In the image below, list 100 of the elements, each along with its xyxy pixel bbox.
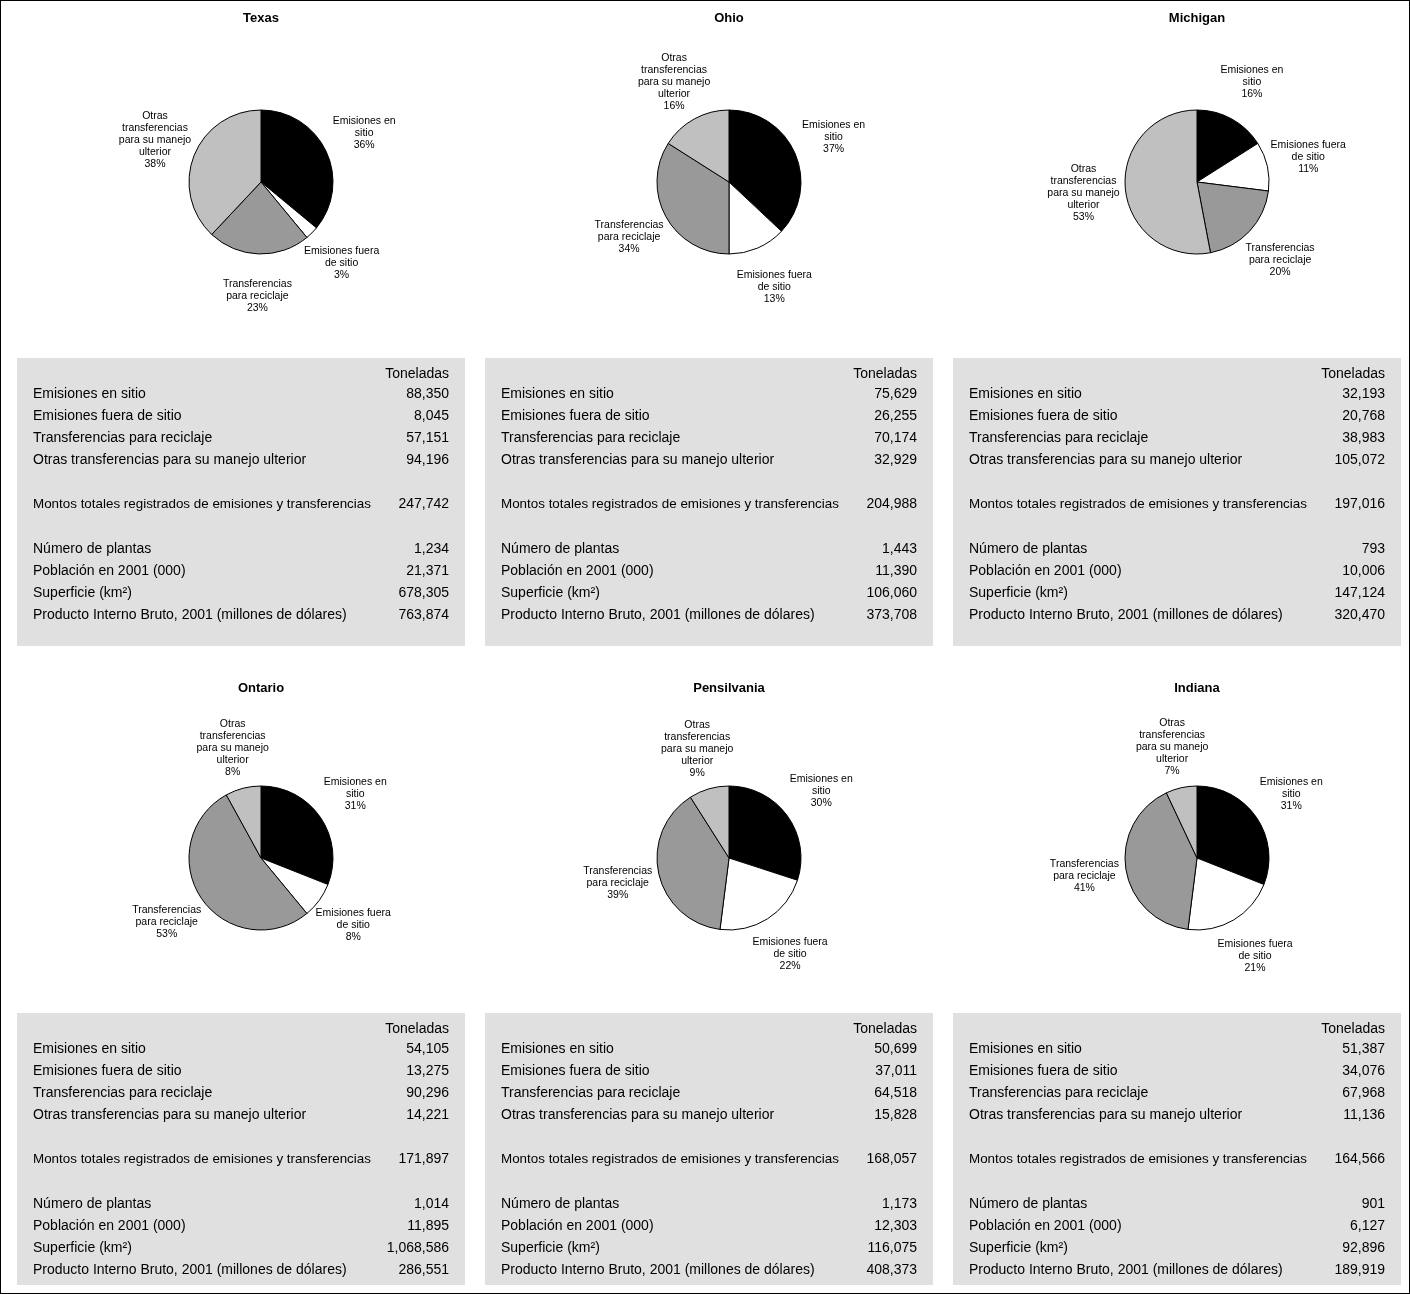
text: 38,983 — [1342, 429, 1385, 445]
text: Toneladas — [385, 1020, 449, 1036]
text: 116,075 — [867, 1239, 917, 1255]
data-label: 21% — [1244, 961, 1266, 974]
text: 11,390 — [875, 562, 917, 578]
category-label: Emisiones fuera de sitio — [969, 1062, 1118, 1078]
chart-title: Indiana — [1174, 680, 1221, 695]
chart-title: Ontario — [237, 680, 285, 695]
text: 51,387 — [1342, 1040, 1385, 1056]
slice-label: Emisiones fuera de sitio — [303, 243, 380, 268]
text: Toneladas — [853, 365, 917, 381]
slice-label: Emisiones en sitio — [332, 114, 396, 139]
category-label: Emisiones en sitio — [33, 385, 147, 401]
data-label: 8% — [345, 930, 361, 943]
category-label: Número de plantas — [33, 1195, 152, 1211]
category-label: Producto Interno Bruto, 2001 (millones de dólares) — [33, 1261, 347, 1277]
text: 189,919 — [1334, 1261, 1385, 1277]
slice-label: Emisiones fuera de sitio — [1217, 937, 1293, 962]
text: 197,016 — [1334, 495, 1385, 511]
category-label: Producto Interno Bruto, 2001 (millones de dólares) — [969, 1261, 1283, 1277]
category-label: Transferencias para reciclaje — [969, 429, 1149, 445]
text: 168,057 — [866, 1150, 917, 1166]
slice-label: Otras transferencias para su manejo ulterior — [1047, 161, 1120, 210]
data-label: 16% — [1241, 87, 1263, 100]
data-label: 23% — [246, 300, 268, 313]
category-label: Número de plantas — [969, 1195, 1088, 1211]
text: 286,551 — [398, 1261, 449, 1277]
slice-label: Emisiones en sitio — [802, 117, 866, 142]
category-label: Número de plantas — [501, 540, 620, 556]
category-label: Otras transferencias para su manejo ulterior — [969, 1106, 1243, 1122]
text: 13,275 — [406, 1062, 449, 1078]
text: 67,968 — [1342, 1084, 1385, 1100]
text: 20,768 — [1342, 407, 1385, 423]
category-label: Emisiones fuera de sitio — [33, 407, 182, 423]
text: 75,629 — [874, 385, 917, 401]
category-label: Emisiones fuera de sitio — [501, 407, 650, 423]
text: 6,127 — [1349, 1217, 1385, 1233]
slice-label: Otras transferencias para su manejo ulterior — [1135, 715, 1209, 764]
category-label: Otras transferencias para su manejo ulterior — [969, 451, 1243, 467]
text: 32,193 — [1342, 385, 1385, 401]
slice-label: Transferencias para reciclaje — [583, 863, 653, 888]
text: 1,068,586 — [386, 1239, 449, 1255]
data-label: 53% — [156, 927, 178, 940]
text: 92,896 — [1342, 1239, 1385, 1255]
category-label: Población en 2001 (000) — [969, 1217, 1122, 1233]
chart-title: Michigan — [1168, 10, 1226, 25]
data-label: 37% — [823, 141, 845, 154]
category-label: Superficie (km²) — [969, 1239, 1068, 1255]
category-label: Emisiones fuera de sitio — [501, 1062, 650, 1078]
text: 106,060 — [866, 584, 917, 600]
category-label: Montos totales registrados de emisiones y transferencias — [501, 496, 840, 511]
category-label: Montos totales registrados de emisiones y transferencias — [33, 496, 372, 511]
text: 64,518 — [874, 1084, 917, 1100]
category-label: Población en 2001 (000) — [501, 1217, 654, 1233]
text: 21,371 — [406, 562, 449, 578]
category-label: Emisiones en sitio — [501, 1040, 615, 1056]
text: 8,045 — [413, 407, 449, 423]
category-label: Emisiones fuera de sitio — [969, 407, 1118, 423]
slice-label: Otras transferencias para su manejo ulterior — [637, 51, 711, 100]
text: 678,305 — [398, 584, 449, 600]
chart-title: Ohio — [714, 10, 744, 25]
text: 793 — [1361, 540, 1385, 556]
text: Toneladas — [385, 365, 449, 381]
category-label: Población en 2001 (000) — [501, 562, 654, 578]
slice-label: Emisiones en sitio — [323, 774, 387, 799]
text: 204,988 — [866, 495, 917, 511]
data-label: 31% — [344, 798, 366, 811]
text: 11,895 — [407, 1217, 449, 1233]
category-label: Otras transferencias para su manejo ulterior — [501, 1106, 775, 1122]
category-label: Superficie (km²) — [33, 584, 132, 600]
slice-label: Otras transferencias para su manejo ulterior — [661, 717, 734, 766]
chart-title: Pensilvania — [693, 680, 766, 695]
category-label: Producto Interno Bruto, 2001 (millones de dólares) — [501, 1261, 815, 1277]
text: 105,072 — [1334, 451, 1385, 467]
text: Toneladas — [853, 1020, 917, 1036]
data-label: 7% — [1164, 763, 1180, 776]
text: 320,470 — [1334, 606, 1385, 622]
text: 171,897 — [398, 1150, 449, 1166]
category-label: Población en 2001 (000) — [33, 1217, 186, 1233]
category-label: Transferencias para reciclaje — [33, 1084, 213, 1100]
slice-label: Transferencias para reciclaje — [132, 903, 202, 928]
text: Toneladas — [1321, 1020, 1385, 1036]
data-label: 36% — [353, 138, 375, 151]
data-label: 8% — [225, 764, 241, 777]
category-label: Superficie (km²) — [969, 584, 1068, 600]
text: 37,011 — [875, 1062, 917, 1078]
text: 901 — [1361, 1195, 1385, 1211]
data-label: 38% — [144, 157, 166, 170]
data-label: 39% — [607, 887, 629, 900]
category-label: Superficie (km²) — [33, 1239, 132, 1255]
text: 70,174 — [874, 429, 917, 445]
slice-label: Transferencias para reciclaje — [222, 276, 292, 301]
text: 54,105 — [406, 1040, 449, 1056]
data-label: 34% — [618, 241, 640, 254]
category-label: Transferencias para reciclaje — [501, 1084, 681, 1100]
data-label: 11% — [1298, 162, 1319, 175]
category-label: Número de plantas — [501, 1195, 620, 1211]
category-label: Población en 2001 (000) — [33, 562, 186, 578]
slice-label: Transferencias para reciclaje — [1245, 241, 1315, 266]
slice-label: Emisiones en sitio — [1259, 774, 1323, 799]
